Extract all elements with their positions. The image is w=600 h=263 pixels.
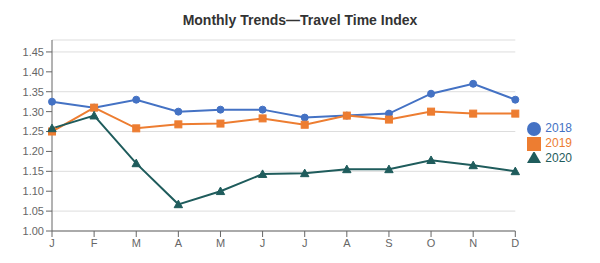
svg-text:S: S bbox=[385, 237, 392, 249]
svg-text:1.05: 1.05 bbox=[23, 205, 44, 217]
svg-text:D: D bbox=[511, 237, 519, 249]
html-text:2018: 2018 bbox=[545, 121, 572, 136]
svg-text:1.10: 1.10 bbox=[23, 185, 44, 197]
svg-text:A: A bbox=[343, 237, 351, 249]
svg-text:M: M bbox=[132, 237, 141, 249]
svg-text:A: A bbox=[175, 237, 183, 249]
svg-text:M: M bbox=[216, 237, 225, 249]
svg-text:1.30: 1.30 bbox=[23, 106, 44, 118]
svg-text:O: O bbox=[427, 237, 436, 249]
svg-text:1.15: 1.15 bbox=[23, 165, 44, 177]
svg-text:J: J bbox=[302, 237, 308, 249]
svg-text:F: F bbox=[91, 237, 98, 249]
svg-text:1.35: 1.35 bbox=[23, 86, 44, 98]
svg-text:1.45: 1.45 bbox=[23, 46, 44, 58]
svg-text:1.20: 1.20 bbox=[23, 145, 44, 157]
svg-text:N: N bbox=[469, 237, 477, 249]
svg-text:J: J bbox=[260, 237, 266, 249]
svg-text:1.25: 1.25 bbox=[23, 125, 44, 137]
svg-text:J: J bbox=[49, 237, 55, 249]
html-text:Monthly Trends—Travel Time Ind: Monthly Trends—Travel Time Index bbox=[182, 12, 418, 28]
html-text:2019: 2019 bbox=[545, 136, 572, 151]
html-text:2020: 2020 bbox=[545, 150, 572, 165]
svg-text:1.40: 1.40 bbox=[23, 66, 44, 78]
svg-text:1.00: 1.00 bbox=[23, 225, 44, 237]
